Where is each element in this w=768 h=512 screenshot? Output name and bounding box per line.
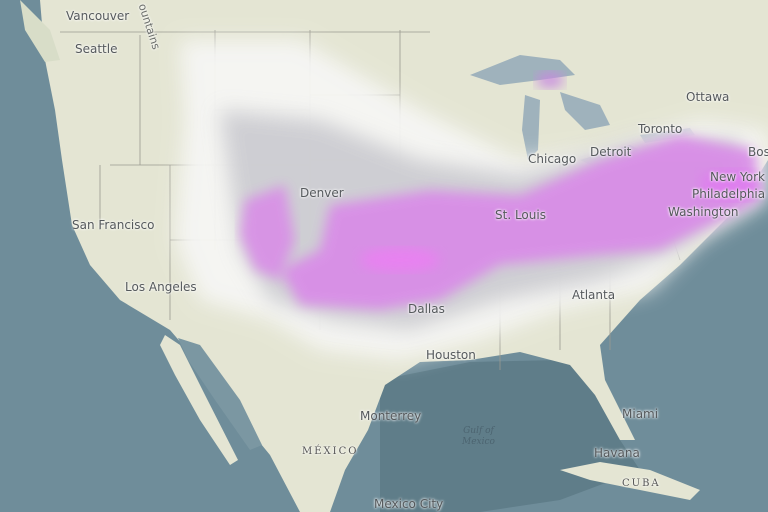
- city-label-los-angeles: Los Angeles: [125, 280, 197, 294]
- vancouver-island: [20, 0, 60, 62]
- city-label-boston: Bos: [748, 145, 768, 159]
- city-label-washington: Washington: [668, 205, 739, 219]
- cuba: [560, 462, 700, 500]
- city-label-denver: Denver: [300, 186, 344, 200]
- city-label-detroit: Detroit: [590, 145, 632, 159]
- water-label-gulf-of-mexico: Gulf of Mexico: [462, 426, 495, 448]
- gulf-of-california: [178, 338, 262, 450]
- city-label-houston: Houston: [426, 348, 476, 362]
- snowfall-overlay: [175, 40, 768, 360]
- city-label-san-francisco: San Francisco: [72, 218, 155, 232]
- city-label-new-york: New York: [710, 170, 765, 184]
- city-label-mexico-city: Mexico City: [374, 497, 444, 511]
- city-label-seattle: Seattle: [75, 42, 118, 56]
- city-label-dallas: Dallas: [408, 302, 445, 316]
- gulf-label-line2: Mexico: [462, 437, 495, 447]
- city-label-toronto: Toronto: [638, 122, 683, 136]
- city-label-havana: Havana: [594, 446, 640, 460]
- city-label-philadelphia: Philadelphia: [692, 187, 766, 201]
- baja-california: [160, 335, 238, 465]
- country-label-cuba: CUBA: [622, 478, 661, 489]
- city-label-vancouver: Vancouver: [66, 9, 130, 23]
- gulf-label-line1: Gulf of: [463, 426, 494, 436]
- city-label-st-louis: St. Louis: [495, 208, 546, 222]
- city-label-atlanta: Atlanta: [572, 288, 616, 302]
- city-label-monterrey: Monterrey: [360, 409, 422, 423]
- country-label-mexico: MÉXICO: [302, 446, 359, 457]
- city-label-chicago: Chicago: [528, 152, 577, 166]
- city-label-miami: Miami: [622, 407, 659, 421]
- city-label-ottawa: Ottawa: [686, 90, 730, 104]
